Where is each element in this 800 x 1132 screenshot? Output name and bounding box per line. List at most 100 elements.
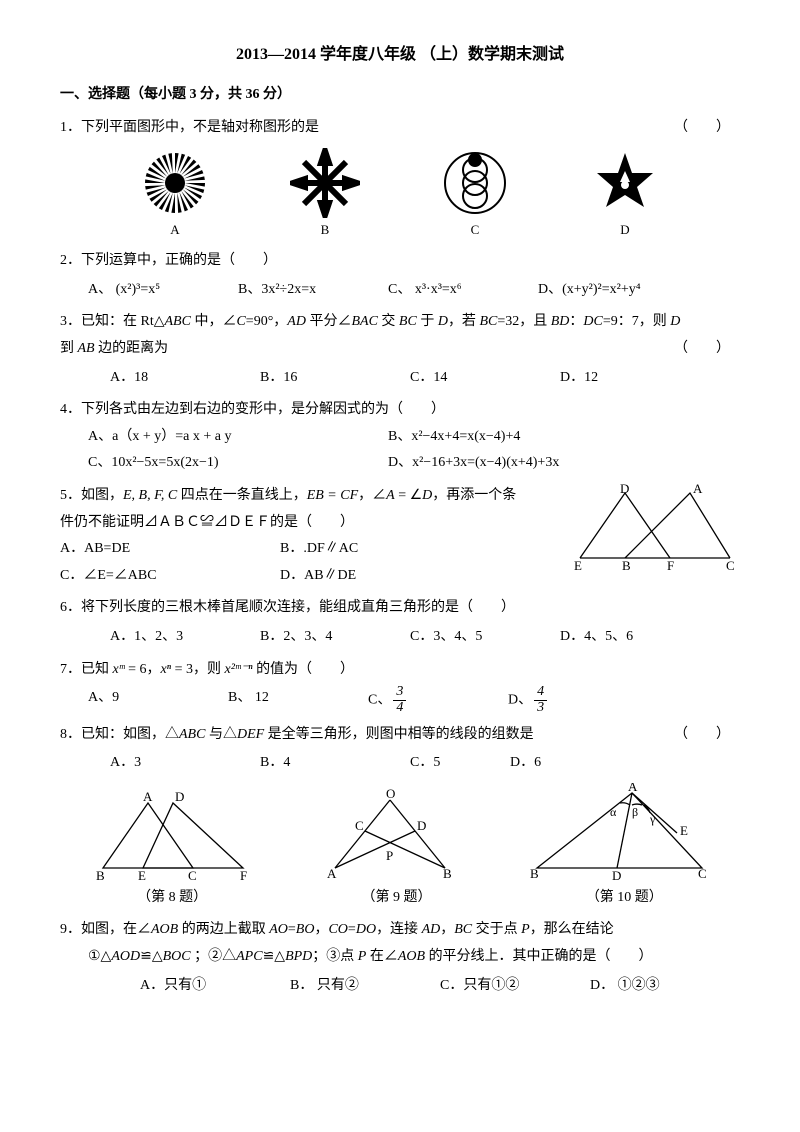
t: ： [569,314,583,329]
t: BC [399,314,417,329]
lbl: O [386,788,395,801]
t: ABC [179,727,205,742]
t: BC [454,922,472,937]
t: = [348,922,356,937]
opt-c: C、 x³·x³=x⁶ [388,277,538,304]
opt-d: D．12 [560,365,710,392]
opt-a: A．只有① [140,973,290,1000]
t: CO [328,922,347,937]
opt-b: B．16 [260,365,410,392]
lbl: B [530,866,539,881]
t: 中，∠ [191,314,237,329]
lbl: α [610,805,617,819]
t: xⁿ [160,662,171,677]
question-3: 3．已知：在 Rt△ABC 中，∠C=90°，AD 平分∠BAC 交 BC 于 … [60,309,740,391]
t: = 6， [125,662,161,677]
answer-paren: （ ） [674,336,730,363]
q-num: 3． [60,314,81,329]
t: ， [440,922,454,937]
t: BAC [351,314,377,329]
lbl: E [574,558,582,573]
t: = ∠ [395,488,422,503]
opt-d: D、(x+y²)²=x²+y⁴ [538,277,688,304]
question-2: 2．下列运算中，正确的是（ ） A、 (x²)³=x⁵ B、3x²÷2x=x C… [60,248,740,303]
t: =9：7，则 [603,314,670,329]
question-1: 1．下列平面图形中，不是轴对称图形的是 （ ） A B [60,115,740,242]
t: DEF [237,727,264,742]
t: BOC [163,949,191,964]
t: 于 [417,314,438,329]
t: 在∠ [366,949,398,964]
answer-paren: （ ） [674,722,730,749]
q1-option-c: C [440,148,510,243]
opt-a: A．18 [110,365,260,392]
q1-option-a: A [140,148,210,243]
question-9: 9．如图，在∠AOB 的两边上截取 AO=BO，CO=DO，连接 AD，BC 交… [60,917,740,999]
opt-b: B．2、3、4 [260,624,410,651]
opt-a: A．AB=DE [60,536,280,563]
opt-d: D． ①②③ [590,973,740,1000]
q-num: 6． [60,600,81,615]
t: ， [314,922,328,937]
cap-8: （第 8 题） [137,885,207,912]
opt-a: A．1、2、3 [110,624,260,651]
opt-b: B．.DF∥AC [280,536,500,563]
lbl: D [417,818,426,833]
t: AD [422,922,441,937]
cap-10: （第 10 题） [586,885,663,912]
t: ，∠ [358,488,386,503]
opt-b: B． 只有② [290,973,440,1000]
q5-figure: D A E B F C [570,483,740,573]
t: BPD [285,949,312,964]
t: 已知：在 Rt△ [81,314,165,329]
t: 与△ [205,727,237,742]
opt-b: B．4 [260,750,410,777]
t: 3 [393,685,406,701]
t: 4 [534,685,547,701]
t: 4 [393,701,406,716]
t: = 3，则 [171,662,224,677]
opt-d: D、43 [508,685,648,715]
q-text: 下列平面图形中，不是轴对称图形的是 [81,120,319,135]
t: AOB [151,922,178,937]
t: 的值为（ ） [253,662,355,677]
opt-c: C．5 [410,750,510,777]
question-8: 8．已知：如图，△ABC 与△DEF 是全等三角形，则图中相等的线段的组数是 （… [60,722,740,777]
t: 到 [60,341,78,356]
t: D [670,314,680,329]
t: ≌△ [263,949,286,964]
t: 边的距离为 [95,341,169,356]
lbl: β [632,805,638,819]
fig-9: O C D P A B [315,788,465,883]
page-title: 2013—2014 学年度八年级 （上）数学期末测试 [60,40,740,70]
t: ≌△ [140,949,163,964]
fig-8: A D B E C F [88,788,258,883]
lbl: F [667,558,674,573]
lbl: A [327,866,337,881]
t: ，连接 [376,922,422,937]
label-c: C [440,218,510,243]
t: D [422,488,432,503]
t: DO [356,922,376,937]
opt-d: D．4、5、6 [560,624,710,651]
question-5: D A E B F C 5．如图，E, B, F, C 四点在一条直线上，EB … [60,483,740,589]
t: 四点在一条直线上， [177,488,307,503]
answer-paren: （ ） [674,115,730,142]
snowflake-icon [290,148,360,218]
t: 平分∠ [306,314,352,329]
t: 已知 [81,662,113,677]
t: 3 [534,701,547,716]
opt-c: C、34 [368,685,508,715]
t: 交 [378,314,399,329]
q-num: 4． [60,402,81,417]
t: 如图， [81,488,123,503]
t: D、 [508,693,532,708]
lbl: D [612,868,621,883]
opt-a: A、9 [88,685,228,715]
lbl: B [622,558,631,573]
lbl: E [680,823,688,838]
t: C、 [368,693,391,708]
t: 已知：如图，△ [81,727,179,742]
q-num: 7． [60,662,81,677]
t: ，那么在结论 [530,922,614,937]
